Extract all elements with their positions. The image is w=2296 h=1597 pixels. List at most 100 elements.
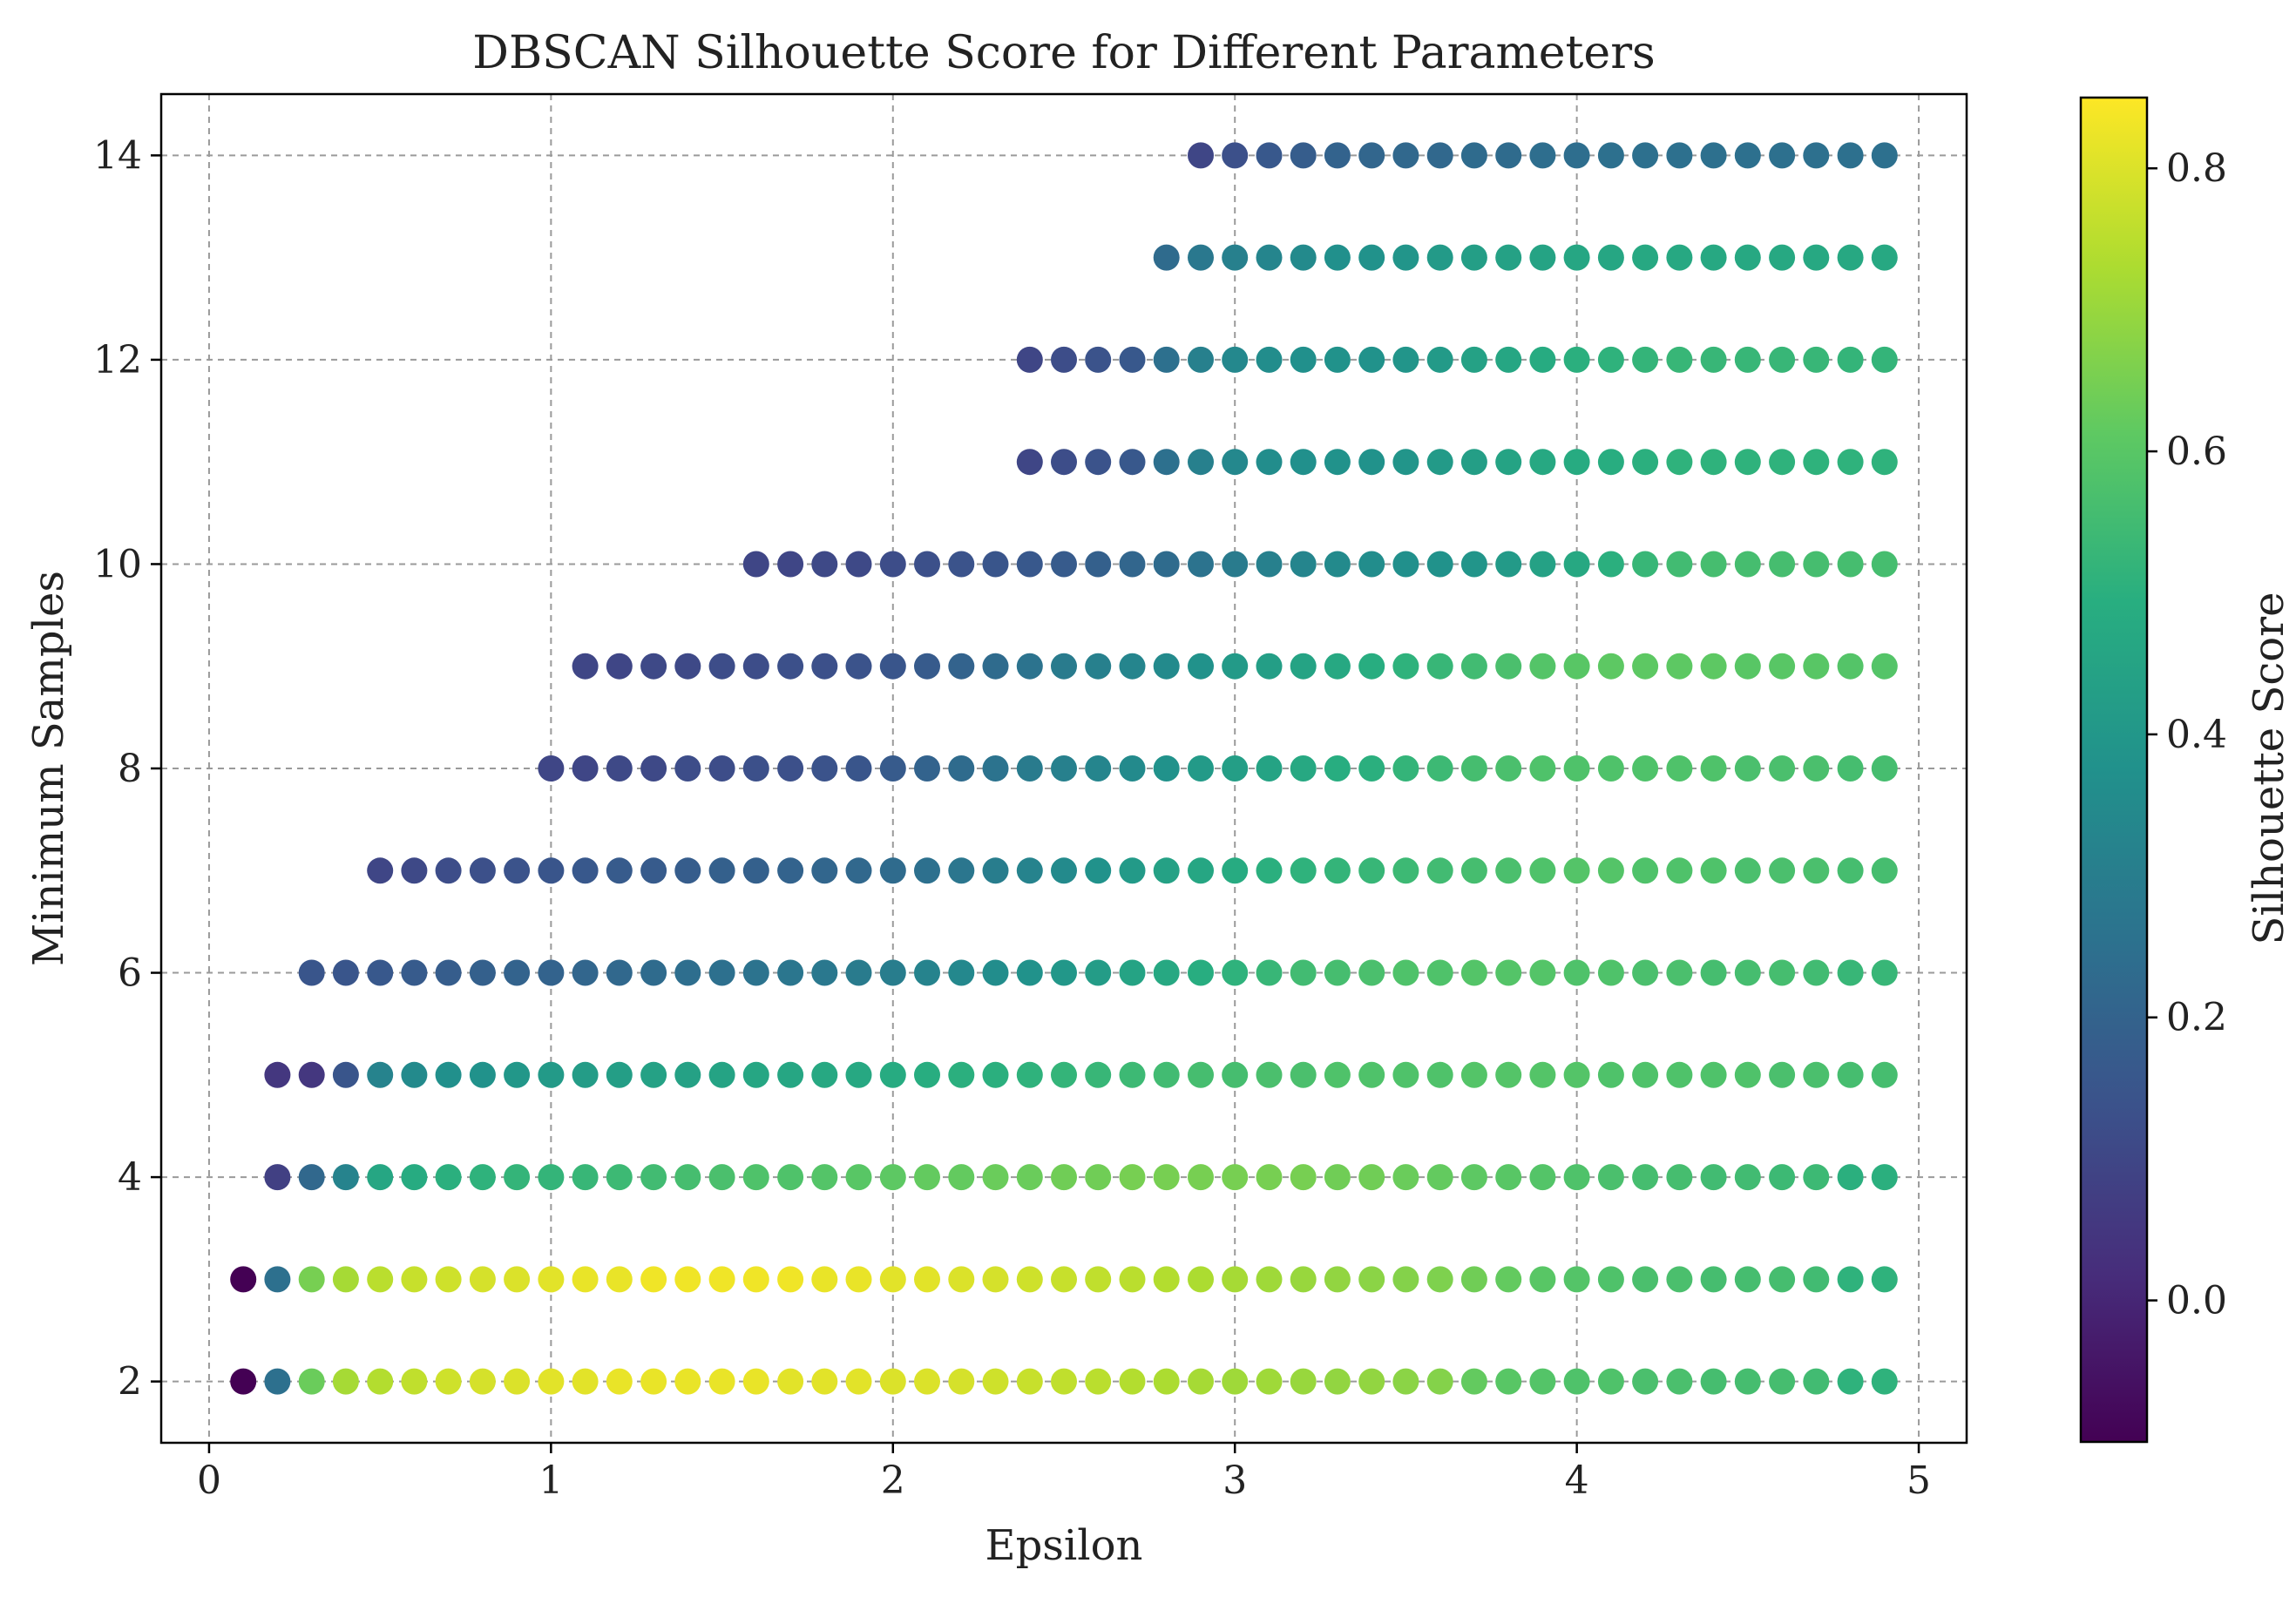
y-tick-label: 6 xyxy=(118,951,142,996)
scatter-point xyxy=(1016,1164,1043,1191)
scatter-point xyxy=(708,1368,735,1395)
scatter-point xyxy=(1188,959,1214,986)
scatter-point xyxy=(230,1266,257,1293)
scatter-point xyxy=(1256,1368,1283,1395)
scatter-point xyxy=(742,755,769,782)
scatter-point xyxy=(1222,1164,1249,1191)
scatter-point xyxy=(1563,857,1590,884)
scatter-point xyxy=(777,1266,804,1293)
scatter-point xyxy=(1426,346,1453,373)
scatter-point xyxy=(982,551,1009,578)
y-axis-ticks: 2 4 6 8 10 12 14 xyxy=(93,133,161,1404)
scatter-point xyxy=(230,1368,257,1395)
scatter-point xyxy=(572,1368,599,1395)
scatter-point xyxy=(1460,857,1487,884)
scatter-point xyxy=(332,1061,359,1088)
scatter-point xyxy=(1734,244,1761,271)
scatter-point xyxy=(1256,653,1283,680)
scatter-point xyxy=(1734,551,1761,578)
scatter-point xyxy=(1734,1061,1761,1088)
scatter-point xyxy=(811,1164,838,1191)
scatter-point xyxy=(640,653,667,680)
scatter-point xyxy=(1188,142,1214,169)
scatter-point xyxy=(1358,653,1385,680)
scatter-point xyxy=(298,1061,325,1088)
scatter-point xyxy=(264,1164,291,1191)
scatter-point xyxy=(811,1061,838,1088)
scatter-point xyxy=(1290,244,1317,271)
chart-title: DBSCAN Silhouette Score for Different Pa… xyxy=(472,27,1655,79)
scatter-point xyxy=(1358,1266,1385,1293)
scatter-point xyxy=(367,1164,394,1191)
scatter-point xyxy=(845,1164,872,1191)
scatter-point xyxy=(1426,959,1453,986)
scatter-point xyxy=(1085,755,1112,782)
scatter-point xyxy=(1632,1061,1659,1088)
scatter-point xyxy=(1051,1164,1077,1191)
scatter-point xyxy=(1426,755,1453,782)
scatter-point xyxy=(640,1266,667,1293)
scatter-point xyxy=(948,857,975,884)
scatter-point xyxy=(1256,551,1283,578)
scatter-point xyxy=(1666,1061,1693,1088)
scatter-point xyxy=(1803,244,1830,271)
scatter-point xyxy=(1392,551,1419,578)
scatter-point xyxy=(845,1368,872,1395)
scatter-point xyxy=(1290,346,1317,373)
scatter-point xyxy=(640,1061,667,1088)
scatter-point xyxy=(1803,959,1830,986)
scatter-point xyxy=(1700,1061,1727,1088)
scatter-point xyxy=(1324,244,1351,271)
scatter-point xyxy=(1051,653,1077,680)
scatter-point xyxy=(504,959,531,986)
scatter-point xyxy=(1460,1266,1487,1293)
scatter-point xyxy=(1666,142,1693,169)
scatter-point xyxy=(879,1368,906,1395)
scatter-point xyxy=(1016,857,1043,884)
scatter-point xyxy=(1837,1368,1864,1395)
scatter-point xyxy=(982,653,1009,680)
scatter-point xyxy=(1290,857,1317,884)
scatter-point xyxy=(1632,551,1659,578)
scatter-point xyxy=(538,857,565,884)
scatter-point xyxy=(1392,142,1419,169)
scatter-point xyxy=(606,857,633,884)
colorbar-tick-label: 0.0 xyxy=(2166,1279,2227,1323)
scatter-point xyxy=(1803,1061,1830,1088)
scatter-point xyxy=(1700,346,1727,373)
scatter-point xyxy=(1666,1164,1693,1191)
scatter-point xyxy=(1597,755,1624,782)
scatter-point xyxy=(1734,449,1761,476)
scatter-point xyxy=(1051,1061,1077,1088)
scatter-point xyxy=(742,653,769,680)
scatter-point xyxy=(1016,1266,1043,1293)
scatter-point xyxy=(504,1061,531,1088)
scatter-point xyxy=(1153,1061,1180,1088)
scatter-point xyxy=(1769,449,1796,476)
scatter-point xyxy=(879,959,906,986)
scatter-point xyxy=(1426,1061,1453,1088)
scatter-point xyxy=(1256,959,1283,986)
scatter-point xyxy=(777,755,804,782)
scatter-point xyxy=(1803,142,1830,169)
scatter-point xyxy=(1153,1266,1180,1293)
scatter-point xyxy=(742,857,769,884)
scatter-point xyxy=(1460,449,1487,476)
scatter-point xyxy=(1460,755,1487,782)
x-axis-label: Epsilon xyxy=(985,1521,1143,1570)
scatter-point xyxy=(948,551,975,578)
scatter-point xyxy=(1119,1368,1146,1395)
scatter-point xyxy=(367,1368,394,1395)
scatter-point xyxy=(708,653,735,680)
scatter-point xyxy=(1290,551,1317,578)
scatter-point xyxy=(1290,449,1317,476)
scatter-point xyxy=(1153,244,1180,271)
scatter-point xyxy=(1358,142,1385,169)
scatter-point xyxy=(1529,551,1556,578)
colorbar-ticks: 0.0 0.2 0.4 0.6 0.8 xyxy=(2147,146,2227,1323)
y-tick-label: 4 xyxy=(118,1155,142,1200)
y-tick-label: 8 xyxy=(118,747,142,791)
scatter-point xyxy=(1188,653,1214,680)
scatter-point xyxy=(1803,1368,1830,1395)
scatter-point xyxy=(469,959,496,986)
